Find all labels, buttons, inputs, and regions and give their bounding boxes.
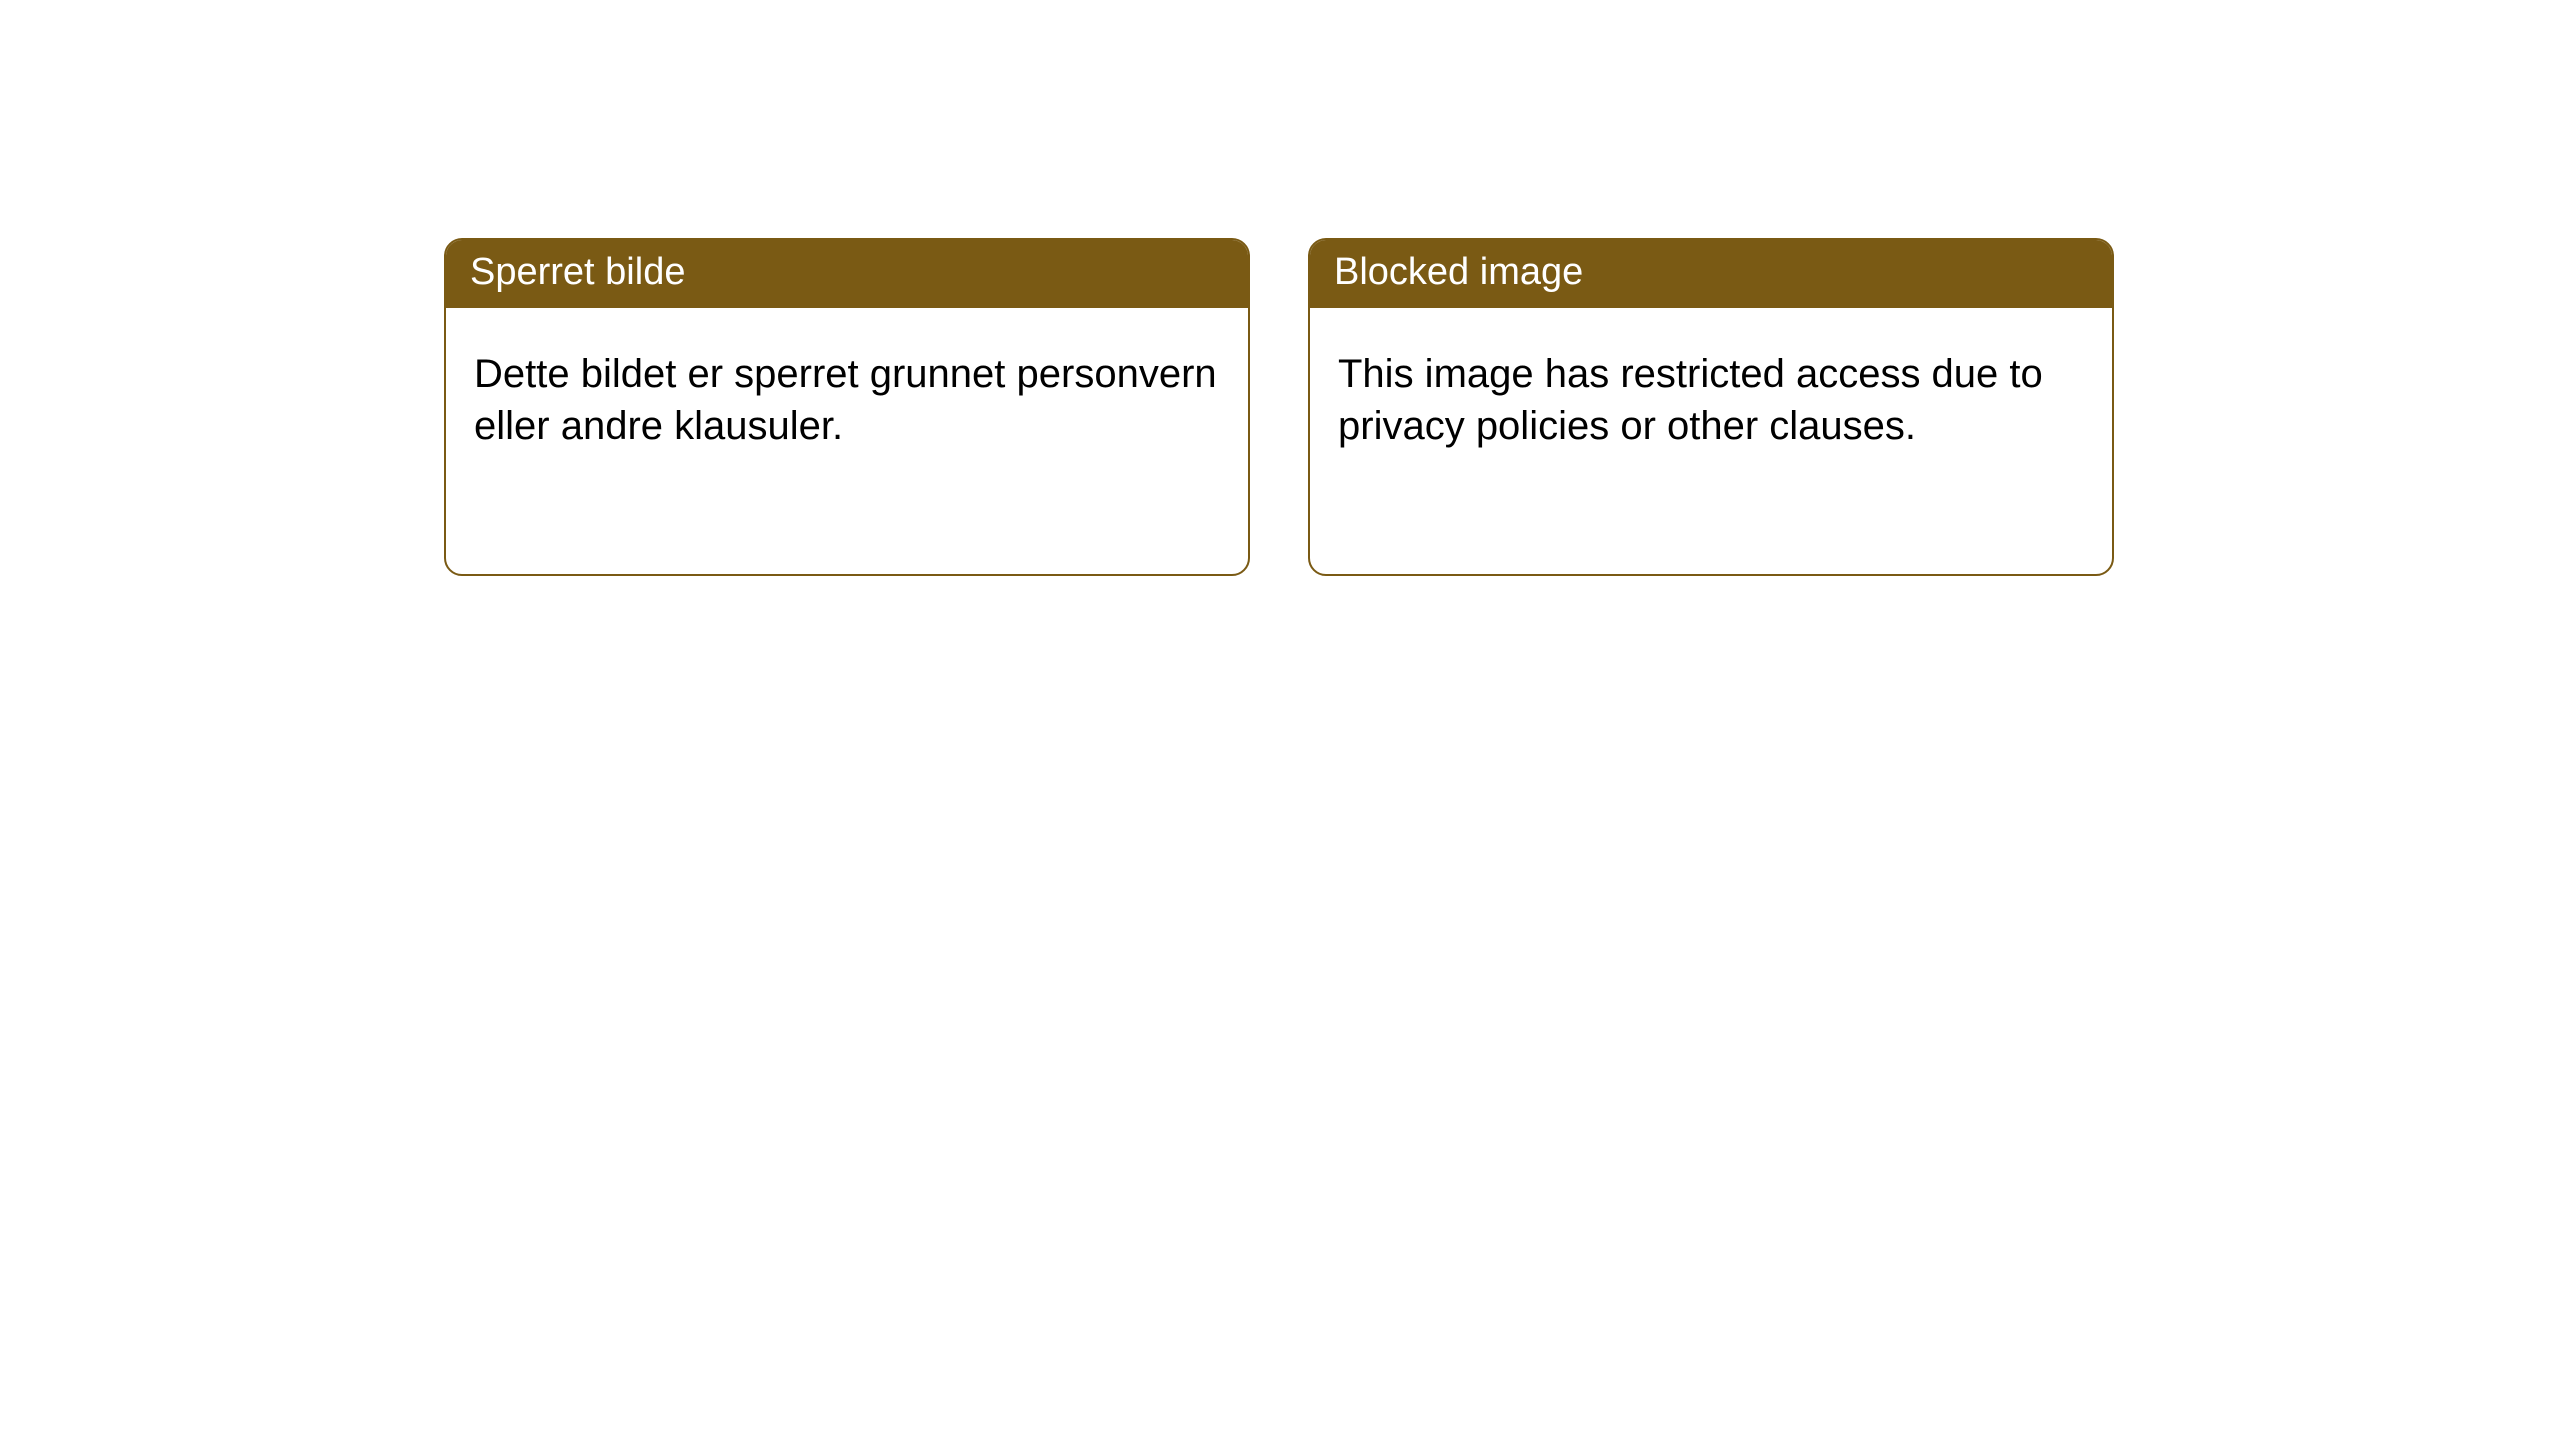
notice-body: Dette bildet er sperret grunnet personve… <box>446 308 1248 480</box>
notice-card-norwegian: Sperret bilde Dette bildet er sperret gr… <box>444 238 1250 576</box>
notice-header: Blocked image <box>1310 240 2112 308</box>
notice-body: This image has restricted access due to … <box>1310 308 2112 480</box>
notice-container: Sperret bilde Dette bildet er sperret gr… <box>444 238 2114 576</box>
notice-card-english: Blocked image This image has restricted … <box>1308 238 2114 576</box>
notice-header: Sperret bilde <box>446 240 1248 308</box>
